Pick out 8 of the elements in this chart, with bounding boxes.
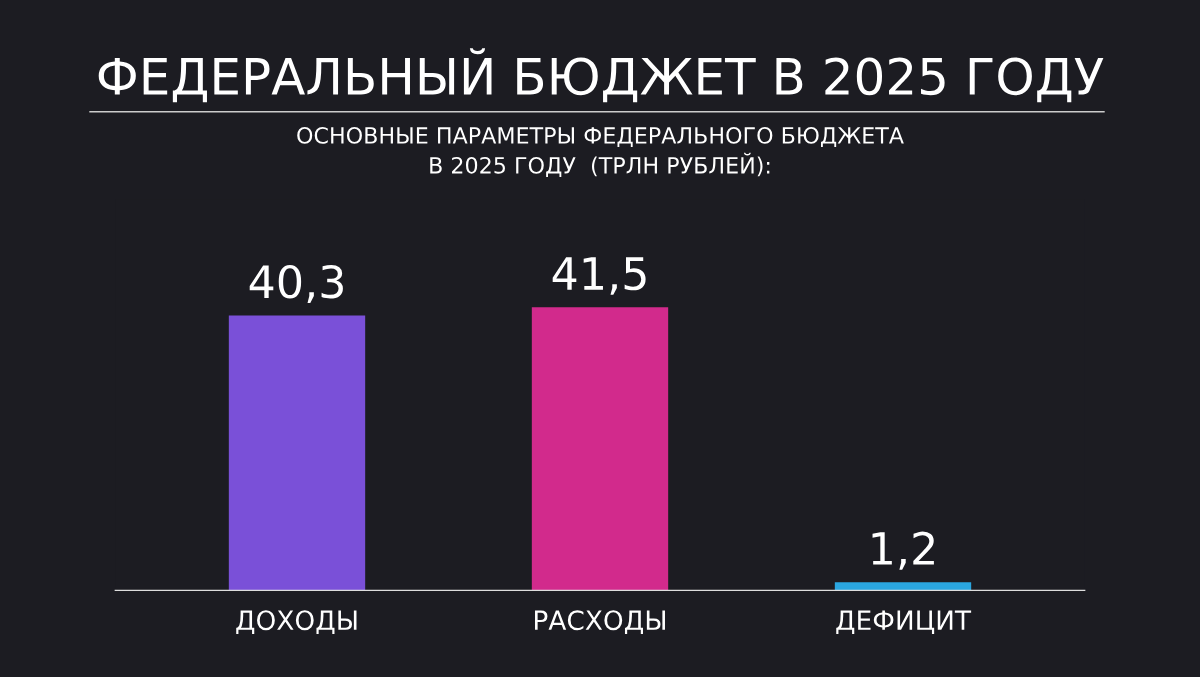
- chart-title: ФЕДЕРАЛЬНЫЙ БЮДЖЕТ В 2025 ГОДУ: [98, 48, 1104, 103]
- data-label: 40,3: [249, 264, 343, 304]
- data-label: 1,2: [872, 531, 934, 570]
- chart-subtitle: ОСНОВНЫЕ ПАРАМЕТРЫ ФЕДЕРАЛЬНОГО БЮДЖЕТА В 2025 ГОДУ (ТРЛН РУБЛЕЙ):: [297, 127, 904, 177]
- x-tick-label: РАСХОДЫ: [535, 610, 665, 634]
- x-tick-label: ДЕФИЦИТ: [836, 610, 972, 634]
- x-tick-label: ДОХОДЫ: [236, 610, 357, 634]
- data-label: 41,5: [552, 257, 646, 295]
